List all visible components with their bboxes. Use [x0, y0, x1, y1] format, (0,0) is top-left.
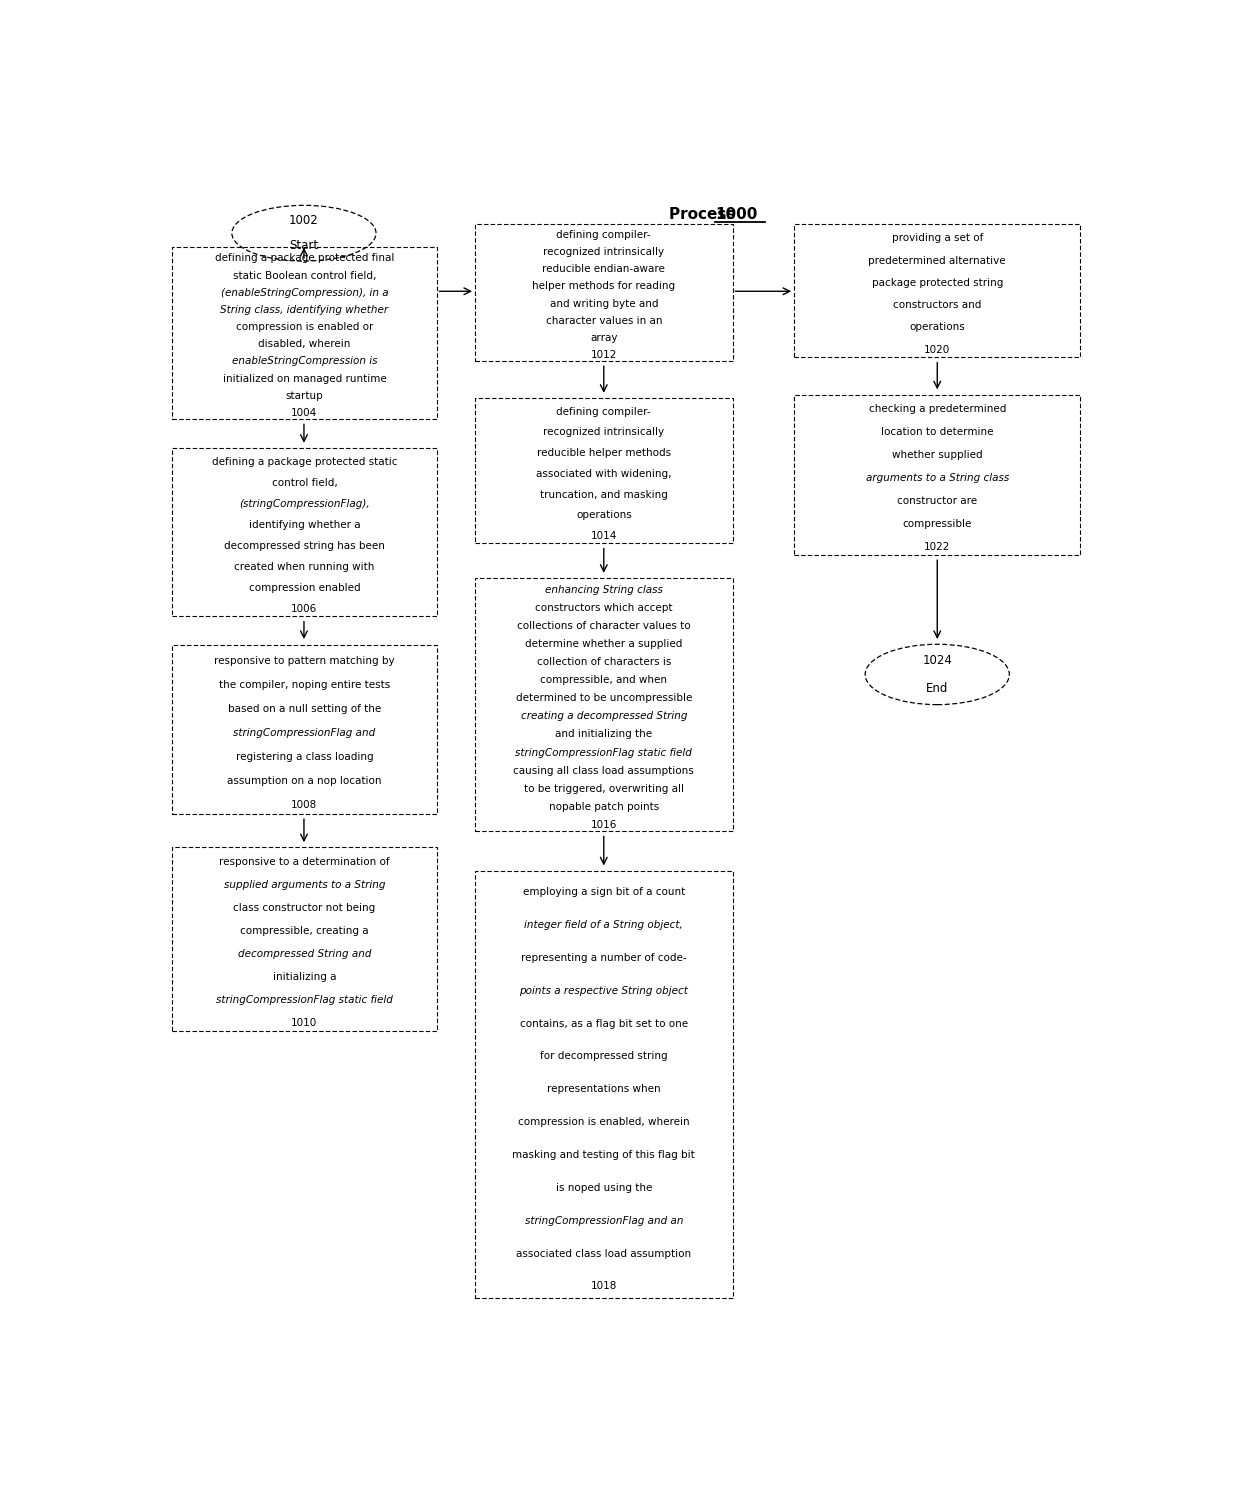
Text: 1010: 1010: [291, 1018, 317, 1028]
Text: decompressed String and: decompressed String and: [238, 949, 371, 959]
Text: disabled, wherein: disabled, wherein: [258, 339, 351, 350]
Text: compression is enabled or: compression is enabled or: [236, 323, 373, 332]
Text: (enableStringCompression), in a: (enableStringCompression), in a: [221, 288, 388, 297]
Text: representing a number of code-: representing a number of code-: [521, 953, 687, 962]
Text: stringCompressionFlag static field: stringCompressionFlag static field: [516, 748, 692, 757]
Text: and writing byte and: and writing byte and: [549, 299, 658, 309]
Text: End: End: [926, 682, 949, 695]
Text: compressible, creating a: compressible, creating a: [241, 926, 368, 936]
Text: responsive to a determination of: responsive to a determination of: [219, 858, 389, 867]
Text: creating a decompressed String: creating a decompressed String: [521, 712, 687, 721]
Text: compression enabled: compression enabled: [249, 584, 361, 593]
Text: 1018: 1018: [590, 1282, 618, 1291]
Text: supplied arguments to a String: supplied arguments to a String: [223, 881, 386, 890]
Text: character values in an: character values in an: [546, 315, 662, 326]
Text: 1000: 1000: [715, 207, 758, 222]
Text: defining a package protected static: defining a package protected static: [212, 457, 397, 466]
Text: constructor are: constructor are: [898, 496, 977, 507]
Text: compression is enabled, wherein: compression is enabled, wherein: [518, 1117, 689, 1126]
Text: 1022: 1022: [924, 541, 950, 552]
Text: location to determine: location to determine: [880, 427, 993, 437]
Text: points a respective String object: points a respective String object: [520, 986, 688, 995]
Text: recognized intrinsically: recognized intrinsically: [543, 427, 665, 437]
Text: reducible helper methods: reducible helper methods: [537, 448, 671, 458]
Text: package protected string: package protected string: [872, 277, 1003, 288]
Text: enableStringCompression is: enableStringCompression is: [232, 356, 377, 366]
Text: based on a null setting of the: based on a null setting of the: [228, 704, 381, 715]
Text: responsive to pattern matching by: responsive to pattern matching by: [215, 656, 394, 667]
Text: Start: Start: [289, 240, 319, 252]
Text: compressible, and when: compressible, and when: [541, 676, 667, 685]
Text: associated with widening,: associated with widening,: [536, 469, 672, 478]
Text: array: array: [590, 333, 618, 342]
Text: the compiler, noping entire tests: the compiler, noping entire tests: [218, 680, 391, 691]
Text: 1004: 1004: [291, 409, 317, 418]
Text: 1012: 1012: [590, 350, 618, 360]
Text: collections of character values to: collections of character values to: [517, 621, 691, 630]
Text: collection of characters is: collection of characters is: [537, 657, 671, 667]
Text: class constructor not being: class constructor not being: [233, 903, 376, 914]
Text: determine whether a supplied: determine whether a supplied: [525, 639, 682, 648]
Text: helper methods for reading: helper methods for reading: [532, 282, 676, 291]
Text: 1008: 1008: [291, 801, 317, 810]
Text: contains, as a flag bit set to one: contains, as a flag bit set to one: [520, 1018, 688, 1028]
Text: causing all class load assumptions: causing all class load assumptions: [513, 766, 694, 775]
Text: constructors which accept: constructors which accept: [534, 603, 672, 612]
Text: recognized intrinsically: recognized intrinsically: [543, 247, 665, 258]
Text: nopable patch points: nopable patch points: [548, 802, 658, 811]
Text: integer field of a String object,: integer field of a String object,: [525, 920, 683, 930]
Text: employing a sign bit of a count: employing a sign bit of a count: [523, 887, 684, 897]
Text: 1024: 1024: [923, 654, 952, 668]
Text: to be triggered, overwriting all: to be triggered, overwriting all: [523, 784, 683, 793]
Text: initialized on managed runtime: initialized on managed runtime: [222, 374, 387, 383]
Text: decompressed string has been: decompressed string has been: [224, 541, 384, 550]
Text: and initializing the: and initializing the: [556, 730, 652, 739]
Text: operations: operations: [575, 510, 631, 520]
Text: stringCompressionFlag and an: stringCompressionFlag and an: [525, 1215, 683, 1226]
Text: constructors and: constructors and: [893, 300, 981, 311]
Text: defining compiler-: defining compiler-: [557, 407, 651, 416]
Text: defining compiler-: defining compiler-: [557, 231, 651, 240]
Text: for decompressed string: for decompressed string: [539, 1051, 667, 1062]
Text: associated class load assumption: associated class load assumption: [516, 1249, 692, 1259]
Text: registering a class loading: registering a class loading: [236, 752, 373, 762]
Text: stringCompressionFlag and: stringCompressionFlag and: [233, 728, 376, 739]
Text: assumption on a nop location: assumption on a nop location: [227, 777, 382, 786]
Text: operations: operations: [909, 323, 965, 332]
Text: masking and testing of this flag bit: masking and testing of this flag bit: [512, 1151, 696, 1160]
Text: representations when: representations when: [547, 1084, 661, 1095]
Text: enhancing String class: enhancing String class: [544, 585, 662, 594]
Text: 1006: 1006: [291, 605, 317, 614]
Text: is noped using the: is noped using the: [556, 1182, 652, 1193]
Text: predetermined alternative: predetermined alternative: [868, 256, 1006, 265]
Text: static Boolean control field,: static Boolean control field,: [233, 270, 376, 280]
Text: arguments to a String class: arguments to a String class: [866, 474, 1009, 483]
Text: compressible: compressible: [903, 519, 972, 529]
Text: initializing a: initializing a: [273, 973, 336, 982]
Text: truncation, and masking: truncation, and masking: [539, 490, 667, 499]
Text: 1016: 1016: [590, 820, 618, 829]
Text: String class, identifying whether: String class, identifying whether: [221, 305, 388, 315]
Text: reducible endian-aware: reducible endian-aware: [542, 264, 665, 274]
Text: 1020: 1020: [924, 345, 950, 354]
Text: Process: Process: [670, 207, 740, 222]
Text: checking a predetermined: checking a predetermined: [868, 404, 1006, 415]
Text: control field,: control field,: [272, 478, 337, 487]
Text: defining a package protected final: defining a package protected final: [215, 253, 394, 264]
Text: providing a set of: providing a set of: [892, 234, 983, 243]
Text: identifying whether a: identifying whether a: [249, 520, 361, 529]
Text: (stringCompressionFlag),: (stringCompressionFlag),: [239, 499, 370, 508]
Text: 1014: 1014: [590, 531, 618, 541]
Text: startup: startup: [285, 391, 324, 401]
Text: 1002: 1002: [289, 214, 319, 228]
Text: created when running with: created when running with: [234, 562, 374, 572]
Text: determined to be uncompressible: determined to be uncompressible: [516, 694, 692, 703]
Text: whether supplied: whether supplied: [892, 451, 982, 460]
Text: stringCompressionFlag static field: stringCompressionFlag static field: [216, 995, 393, 1004]
